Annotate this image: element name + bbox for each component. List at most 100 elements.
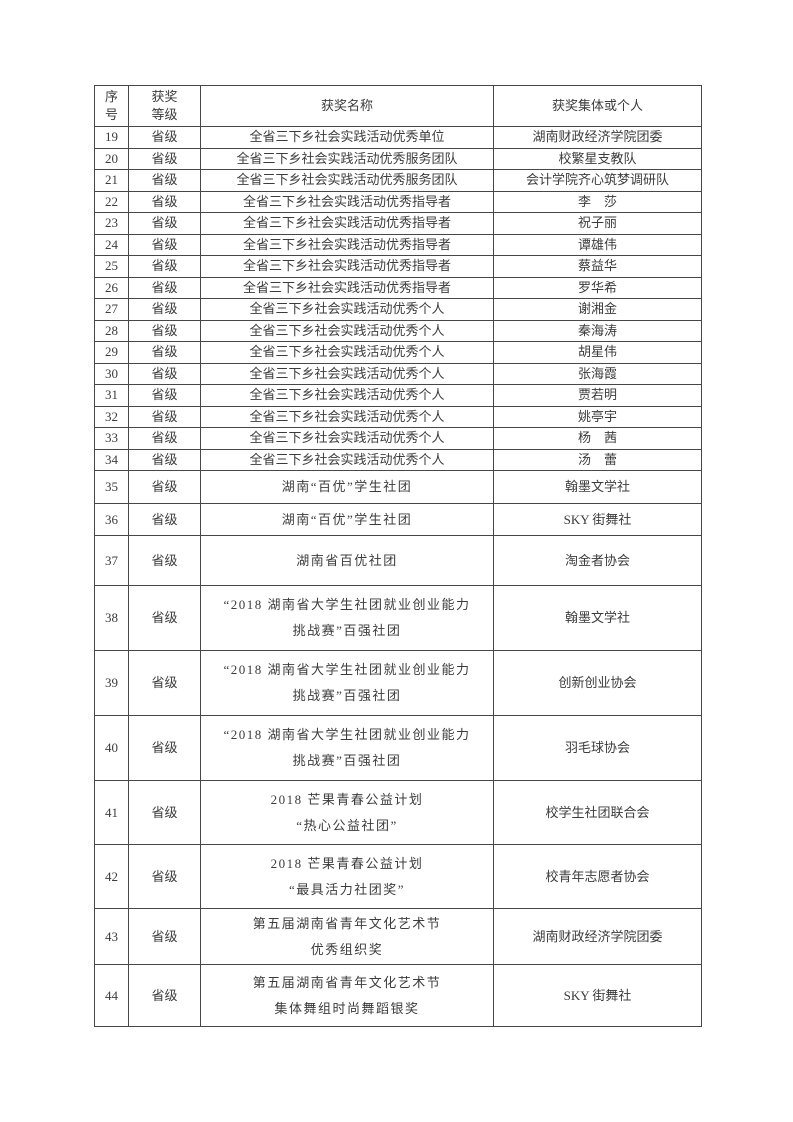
cell-award-name: 全省三下乡社会实践活动优秀个人 (200, 298, 494, 321)
cell-award-level: 省级 (128, 780, 201, 845)
cell-award-level: 省级 (128, 341, 201, 364)
cell-award-name: “2018 湖南省大学生社团就业创业能力 挑战赛”百强社团 (200, 650, 494, 716)
cell-recipient: 蔡益华 (493, 255, 702, 278)
cell-recipient: 姚亭宇 (493, 405, 702, 428)
table-row: 35 省级 湖南“百优”学生社团 翰墨文学社 (94, 470, 702, 504)
table-row: 23 省级 全省三下乡社会实践活动优秀指导者 祝子丽 (94, 212, 702, 235)
cell-award-level: 省级 (128, 405, 201, 428)
cell-serial-number: 26 (94, 276, 129, 299)
cell-recipient: 秦海涛 (493, 319, 702, 342)
cell-recipient: 翰墨文学社 (493, 585, 702, 651)
cell-serial-number: 25 (94, 255, 129, 278)
cell-serial-number: 21 (94, 169, 129, 192)
cell-award-name: 全省三下乡社会实践活动优秀服务团队 (200, 169, 494, 192)
cell-award-name: 全省三下乡社会实践活动优秀个人 (200, 448, 494, 471)
cell-award-name: 全省三下乡社会实践活动优秀指导者 (200, 212, 494, 235)
cell-recipient: 校繁星支教队 (493, 147, 702, 170)
table-row: 32 省级 全省三下乡社会实践活动优秀个人 姚亭宇 (94, 405, 702, 428)
cell-award-name: 全省三下乡社会实践活动优秀个人 (200, 341, 494, 364)
cell-recipient: 谢湘金 (493, 298, 702, 321)
cell-serial-number: 19 (94, 126, 129, 149)
cell-serial-number: 44 (94, 964, 129, 1027)
cell-serial-number: 23 (94, 212, 129, 235)
cell-serial-number: 34 (94, 448, 129, 471)
cell-award-level: 省级 (128, 844, 201, 909)
cell-serial-number: 43 (94, 908, 129, 965)
cell-award-level: 省级 (128, 715, 201, 781)
awards-table: 序 号 获奖 等级 获奖名称 获奖集体或个人 19 省级 全省三下乡社会实践活动优秀… (94, 85, 702, 1027)
cell-award-level: 省级 (128, 964, 201, 1027)
table-row: 21 省级 全省三下乡社会实践活动优秀服务团队 会计学院齐心筑梦调研队 (94, 169, 702, 192)
cell-award-level: 省级 (128, 169, 201, 192)
cell-recipient: 李 莎 (493, 190, 702, 213)
cell-award-name: “2018 湖南省大学生社团就业创业能力 挑战赛”百强社团 (200, 715, 494, 781)
table-row: 27 省级 全省三下乡社会实践活动优秀个人 谢湘金 (94, 298, 702, 321)
table-row: 26 省级 全省三下乡社会实践活动优秀指导者 罗华希 (94, 276, 702, 299)
cell-award-level: 省级 (128, 298, 201, 321)
table-row: 33 省级 全省三下乡社会实践活动优秀个人杨 茜 (94, 427, 702, 450)
table-row: 20 省级 全省三下乡社会实践活动优秀服务团队 校繁星支教队 (94, 147, 702, 170)
cell-recipient: 张海霞 (493, 362, 702, 385)
cell-award-name: 全省三下乡社会实践活动优秀服务团队 (200, 147, 494, 170)
cell-serial-number: 40 (94, 715, 129, 781)
cell-award-level: 省级 (128, 233, 201, 256)
cell-award-level: 省级 (128, 319, 201, 342)
cell-award-name: 第五届湖南省青年文化艺术节 优秀组织奖 (200, 908, 494, 965)
cell-recipient: 翰墨文学社 (493, 470, 702, 504)
awards-table-body: 19 省级 全省三下乡社会实践活动优秀单位 湖南财政经济学院团委 20 省级 全省三下乡社会… (94, 126, 702, 1027)
cell-award-level: 省级 (128, 470, 201, 504)
table-row: 28 省级 全省三下乡社会实践活动优秀个人 秦海涛 (94, 319, 702, 342)
cell-serial-number: 38 (94, 585, 129, 651)
cell-award-name: 全省三下乡社会实践活动优秀个人 (200, 319, 494, 342)
cell-serial-number: 35 (94, 470, 129, 504)
cell-recipient: 会计学院齐心筑梦调研队 (493, 169, 702, 192)
cell-serial-number: 41 (94, 780, 129, 845)
cell-recipient: 淘金者协会 (493, 535, 702, 586)
table-row: 30 省级 全省三下乡社会实践活动优秀个人 张海霞 (94, 362, 702, 385)
cell-recipient: 贾若明 (493, 384, 702, 407)
column-header-recipient: 获奖集体或个人 (493, 85, 702, 127)
cell-award-name: 全省三下乡社会实践活动优秀指导者 (200, 255, 494, 278)
cell-recipient: 胡星伟 (493, 341, 702, 364)
cell-recipient: 罗华希 (493, 276, 702, 299)
cell-serial-number: 29 (94, 341, 129, 364)
cell-serial-number: 32 (94, 405, 129, 428)
cell-recipient: 祝子丽 (493, 212, 702, 235)
cell-award-name: 第五届湖南省青年文化艺术节 集体舞组时尚舞蹈银奖 (200, 964, 494, 1027)
cell-award-level: 省级 (128, 147, 201, 170)
table-row: 42 省级 2018 芒果青春公益计划 “最具活力社团奖” 校青年志愿者协会 (94, 844, 702, 909)
cell-award-level: 省级 (128, 503, 201, 536)
cell-award-level: 省级 (128, 650, 201, 716)
cell-serial-number: 20 (94, 147, 129, 170)
cell-serial-number: 33 (94, 427, 129, 450)
cell-recipient: 谭雄伟 (493, 233, 702, 256)
cell-award-level: 省级 (128, 276, 201, 299)
cell-award-name: 全省三下乡社会实践活动优秀个人 (200, 427, 494, 450)
cell-award-name: 全省三下乡社会实践活动优秀个人 (200, 362, 494, 385)
table-row: 38 省级 “2018 湖南省大学生社团就业创业能力 挑战赛”百强社团 翰墨文学社 (94, 585, 702, 651)
cell-serial-number: 39 (94, 650, 129, 716)
header-row: 序 号 获奖 等级 获奖名称 获奖集体或个人 (94, 85, 702, 127)
cell-award-name: “2018 湖南省大学生社团就业创业能力 挑战赛”百强社团 (200, 585, 494, 651)
cell-award-level: 省级 (128, 384, 201, 407)
column-header-award-name: 获奖名称 (200, 85, 494, 127)
cell-recipient: 湖南财政经济学院团委 (493, 126, 702, 149)
table-row: 25 省级 全省三下乡社会实践活动优秀指导者 蔡益华 (94, 255, 702, 278)
cell-award-level: 省级 (128, 190, 201, 213)
cell-award-name: 全省三下乡社会实践活动优秀个人 (200, 384, 494, 407)
table-row: 22 省级 全省三下乡社会实践活动优秀指导者李 莎 (94, 190, 702, 213)
table-row: 43 省级 第五届湖南省青年文化艺术节 优秀组织奖 湖南财政经济学院团委 (94, 908, 702, 965)
cell-award-name: 全省三下乡社会实践活动优秀指导者 (200, 190, 494, 213)
cell-serial-number: 36 (94, 503, 129, 536)
table-row: 41 省级 2018 芒果青春公益计划 “热心公益社团” 校学生社团联合会 (94, 780, 702, 845)
cell-recipient: SKY 街舞社 (493, 964, 702, 1027)
cell-serial-number: 30 (94, 362, 129, 385)
cell-recipient: 汤 蕾 (493, 448, 702, 471)
table-row: 40 省级 “2018 湖南省大学生社团就业创业能力 挑战赛”百强社团 羽毛球协会 (94, 715, 702, 781)
cell-serial-number: 28 (94, 319, 129, 342)
cell-award-name: 全省三下乡社会实践活动优秀指导者 (200, 276, 494, 299)
table-row: 36 省级 湖南“百优”学生社团 SKY 街舞社 (94, 503, 702, 536)
cell-award-name: 2018 芒果青春公益计划 “热心公益社团” (200, 780, 494, 845)
table-row: 24 省级 全省三下乡社会实践活动优秀指导者 谭雄伟 (94, 233, 702, 256)
awards-table-header: 序 号 获奖 等级 获奖名称 获奖集体或个人 (94, 85, 702, 127)
